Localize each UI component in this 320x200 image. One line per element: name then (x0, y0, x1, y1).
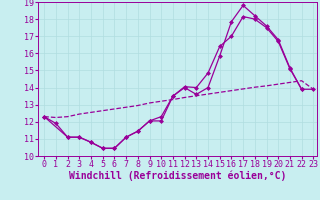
X-axis label: Windchill (Refroidissement éolien,°C): Windchill (Refroidissement éolien,°C) (69, 171, 286, 181)
